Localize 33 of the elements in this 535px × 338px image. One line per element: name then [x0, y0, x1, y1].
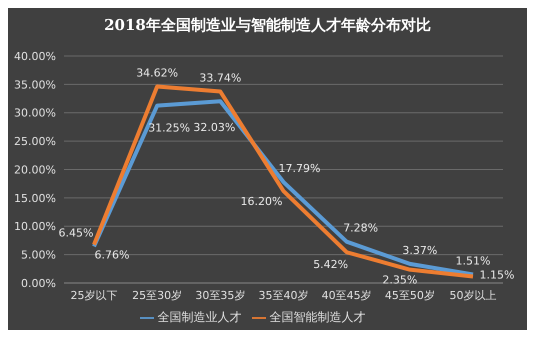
data-label: 5.42% [313, 258, 348, 272]
y-tick-label: 25.00% [14, 135, 56, 148]
x-tick-label: 35至40岁 [258, 288, 308, 302]
y-tick-label: 35.00% [14, 78, 56, 92]
data-label: 32.03% [193, 121, 236, 134]
data-label: 17.79% [278, 162, 320, 176]
y-tick-label: 10.00% [14, 220, 56, 234]
y-tick-label: 20.00% [14, 163, 56, 176]
y-tick-label: 15.00% [14, 192, 56, 205]
data-label: 7.28% [343, 222, 378, 235]
data-label: 34.62% [136, 66, 178, 80]
chart-title: 2018年全国制造业与智能制造人才年龄分布对比 [103, 15, 432, 36]
y-tick-label: 30.00% [14, 106, 56, 120]
data-label: 2.35% [382, 274, 418, 287]
data-label: 6.76% [94, 248, 130, 262]
x-tick-label: 25岁以下 [70, 288, 118, 302]
data-label: 1.51% [456, 254, 490, 268]
y-tick-label: 5.00% [21, 248, 56, 262]
x-tick-label: 30至35岁 [195, 288, 246, 302]
data-label: 16.20% [240, 195, 282, 208]
legend-label: 全国制造业人才 [158, 310, 242, 324]
data-label: 1.15% [480, 268, 514, 282]
y-tick-label: 0.00% [21, 276, 56, 290]
data-label: 31.25% [148, 122, 190, 135]
x-tick-label: 40至45岁 [322, 288, 372, 302]
x-tick-label: 25至30岁 [132, 288, 182, 302]
x-tick-label: 50岁以上 [450, 288, 496, 302]
legend-label: 全国智能制造人才 [270, 310, 366, 324]
data-label: 33.74% [199, 72, 242, 85]
data-label: 6.45% [58, 226, 94, 240]
y-tick-label: 40.00% [14, 50, 56, 63]
data-label: 3.37% [402, 244, 438, 257]
x-tick-label: 45至50岁 [384, 288, 435, 302]
